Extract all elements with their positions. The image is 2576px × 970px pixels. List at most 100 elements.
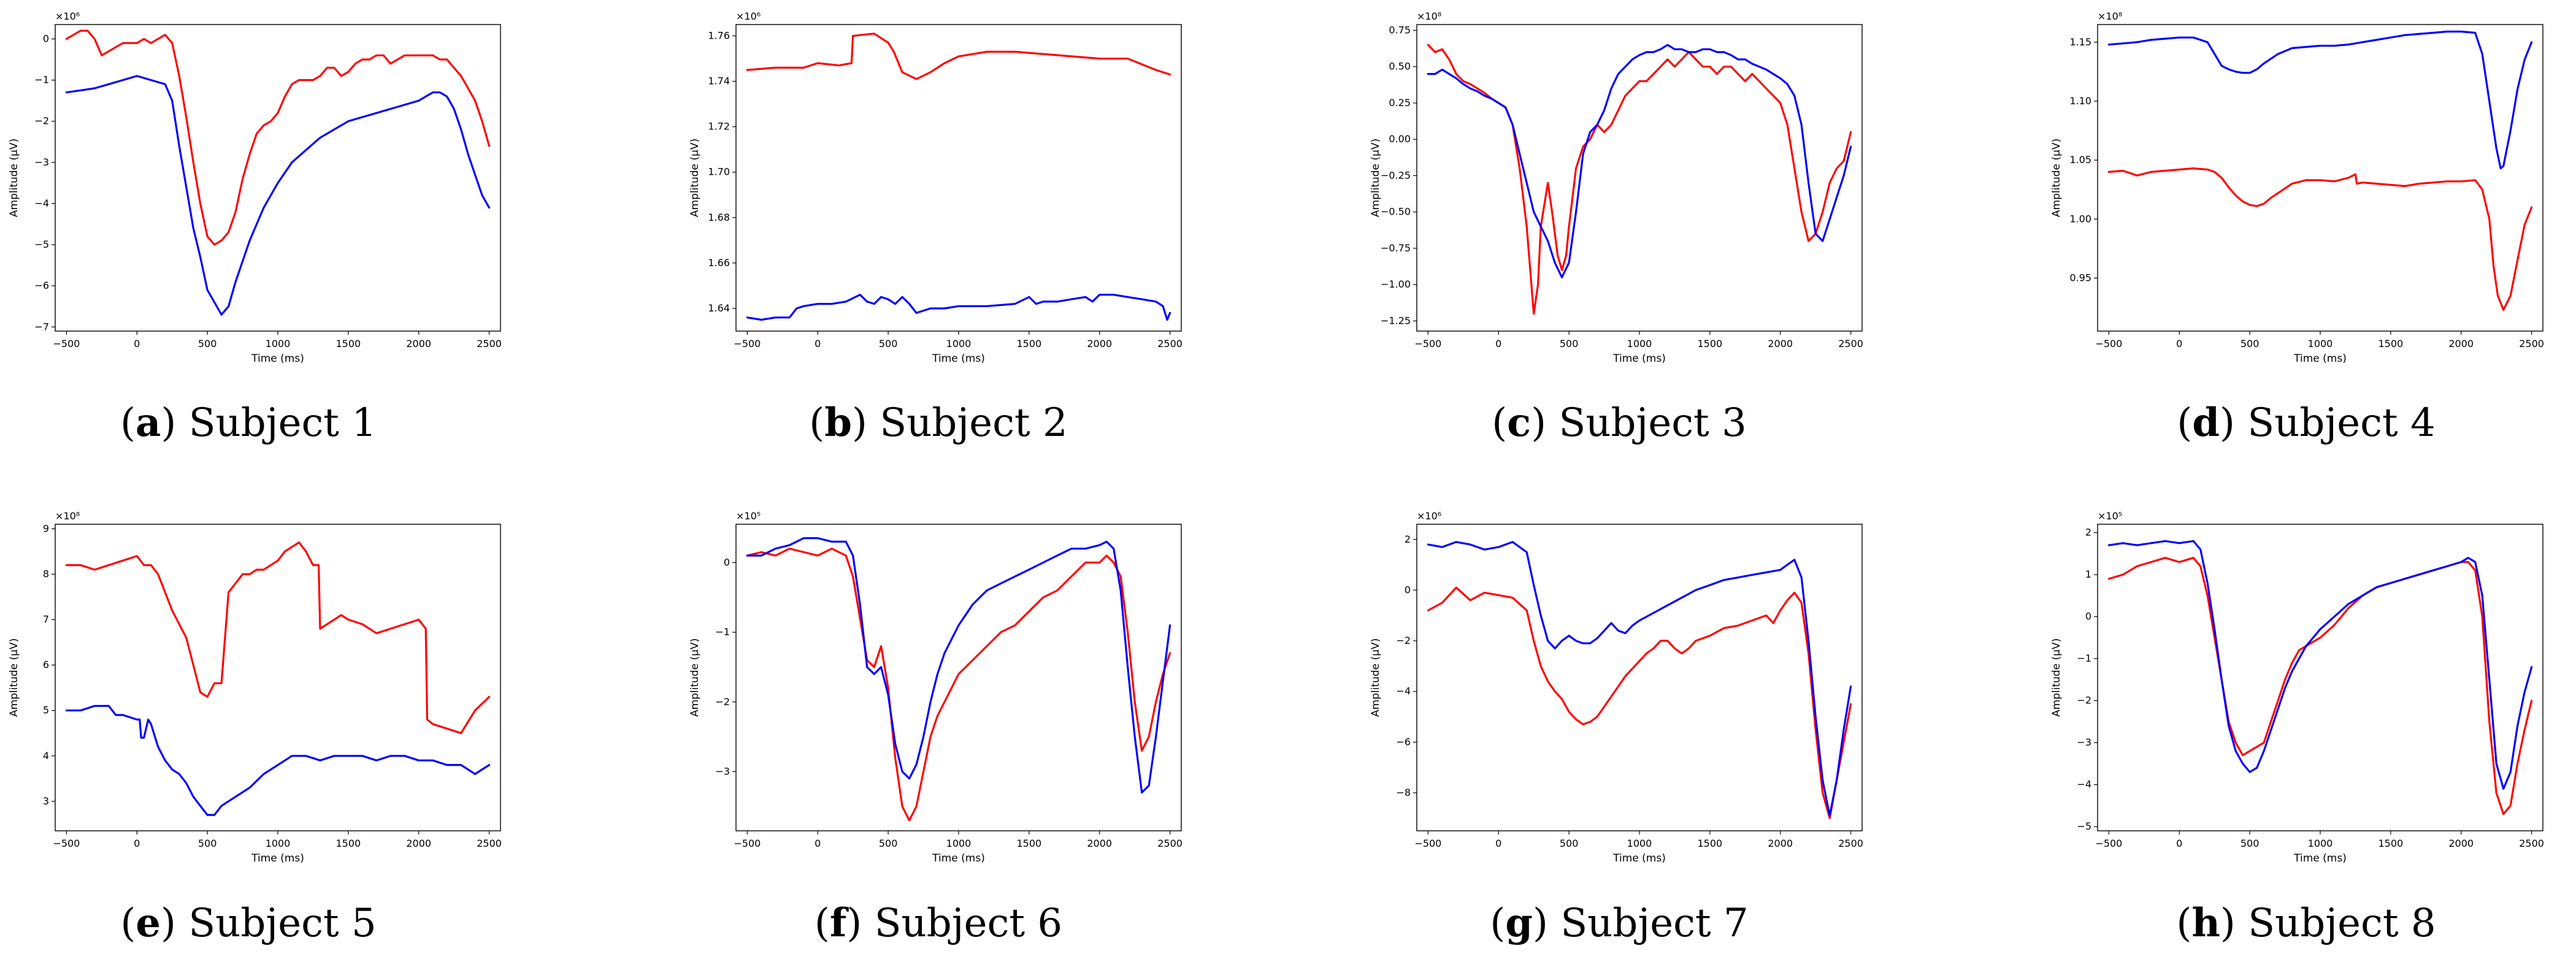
x-tick-label: 2500 [1157,838,1183,849]
x-tick-label: 500 [198,338,217,349]
x-tick-label: −500 [1414,338,1441,349]
x-tick-label: 1000 [1627,338,1652,349]
y-tick-label: 1.05 [2069,154,2091,166]
x-tick-label: 1000 [2308,338,2333,349]
axes-frame [1416,524,1863,831]
y-axis-multiplier: ×10⁶ [55,10,80,22]
y-axis-label: Amplitude (μV) [689,139,701,217]
y-axis-label: Amplitude (μV) [2050,638,2063,717]
x-axis-label: Time (ms) [932,353,985,365]
y-axis-multiplier: ×10⁵ [736,510,761,522]
y-tick-label: 1.15 [2069,36,2091,48]
y-tick-label: 8 [43,568,49,579]
x-tick-label: 0 [2176,838,2182,849]
y-tick-label: −7 [34,321,49,332]
x-axis-label: Time (ms) [1612,353,1666,365]
y-axis-label: Amplitude (μV) [1370,638,1382,717]
series-line-blue [746,537,1171,794]
y-tick-label: 0.00 [1389,133,1411,145]
axes-frame [55,524,501,831]
x-tick-label: 500 [2241,338,2260,349]
y-tick-label: 0 [1405,584,1411,595]
x-tick-label: 2500 [2519,338,2544,349]
caption-letter: f [829,900,847,946]
panel-caption: (c) Subject 3 [1492,400,1747,446]
x-tick-label: 500 [879,338,898,349]
y-tick-label: −1 [715,626,730,638]
x-tick-label: 0 [1495,838,1501,849]
y-tick-label: 0.25 [1389,97,1411,109]
chart-svg-e: −500 0 500 1000 1500 2000 2500 3 4 5 6 7 8 9 ×10⁸ Time … [8,510,502,865]
x-tick-label: −500 [53,838,80,849]
y-tick-label: −3 [34,156,49,168]
y-tick-label: 1.68 [708,212,730,223]
x-axis-label: Time (ms) [1612,852,1666,865]
y-tick-label: −8 [1396,787,1411,798]
series-line-red [65,541,491,735]
chart-svg-h: −500 0 500 1000 1500 2000 2500 −5 −4 −3 −2 −1 0 1 2 ×10… [2050,510,2544,865]
x-tick-label: 2000 [1768,338,1793,349]
chart-svg-d: −500 0 500 1000 1500 2000 2500 0.95 1.00 1.05 1.10… [2050,10,2544,365]
y-tick-label: −3 [2077,736,2091,748]
x-tick-label: 1000 [1627,838,1652,849]
caption-letter: g [1505,900,1533,946]
x-tick-label: 1500 [1017,338,1042,349]
caption-letter: b [824,400,853,446]
y-axis-multiplier: ×10⁵ [2098,510,2122,522]
y-tick-label: 1.66 [708,257,730,269]
y-axis-label: Amplitude (μV) [8,139,20,217]
x-tick-label: 1500 [2379,338,2404,349]
panel-caption: (b) Subject 2 [809,400,1068,446]
y-axis-label: Amplitude (μV) [8,638,20,717]
x-tick-label: 2000 [406,338,431,349]
x-tick-label: −500 [1414,838,1441,849]
x-tick-label: 2000 [1087,838,1112,849]
x-tick-label: 1500 [1017,838,1042,849]
y-tick-label: −5 [34,239,49,250]
caption-text: Subject 4 [2247,400,2436,446]
series-line-red [1427,586,1852,819]
series-line-red [2107,167,2533,311]
y-tick-label: −2 [2077,695,2091,706]
series-line-blue [2107,30,2533,170]
caption-letter: h [2191,900,2220,946]
chart-panel-b: −500 0 500 1000 1500 2000 2500 1.64 1.66 1.68 1.70… [681,0,1200,374]
y-tick-label: 0.95 [2069,272,2091,283]
x-tick-label: −500 [734,838,761,849]
series-line-red [2107,557,2533,815]
y-tick-label: 0 [724,557,730,568]
x-tick-label: 2500 [477,838,502,849]
axes-frame [2097,24,2543,332]
caption-text: Subject 5 [188,901,377,946]
y-tick-label: 1.72 [708,121,730,132]
x-tick-label: 1000 [266,338,291,349]
x-tick-label: −500 [53,338,80,349]
x-tick-label: 1000 [946,338,972,349]
x-tick-label: 1000 [946,838,972,849]
x-tick-label: 0 [134,838,140,849]
x-axis-label: Time (ms) [251,353,304,365]
y-tick-label: 0 [2085,611,2091,622]
y-tick-label: −4 [2077,779,2091,790]
caption-text: Subject 8 [2248,901,2436,946]
series-line-blue [65,75,491,316]
panel-caption: (a) Subject 1 [120,400,377,446]
x-tick-label: 2500 [1157,338,1183,349]
y-axis-multiplier: ×10⁸ [2098,10,2122,22]
chart-panel-g: −500 0 500 1000 1500 2000 2500 −8 −6 −4 −2 0 2 ×10⁶ Ti… [1362,500,1880,874]
x-tick-label: 0 [1495,338,1501,349]
x-tick-label: 1500 [336,838,361,849]
x-axis-label: Time (ms) [2293,852,2347,865]
panel-caption: (d) Subject 4 [2177,400,2436,446]
x-tick-label: 500 [2241,838,2260,849]
y-tick-label: 1.00 [2069,213,2091,224]
series-line-blue [1427,44,1852,278]
y-tick-label: −4 [1396,685,1411,697]
x-tick-label: 0 [2176,338,2182,349]
x-tick-label: −500 [2095,338,2122,349]
caption-text: Subject 1 [188,400,377,446]
y-tick-label: −0.75 [1381,242,1411,254]
axes-frame [735,24,1182,332]
x-axis-label: Time (ms) [932,852,985,865]
x-tick-label: 1500 [2379,838,2404,849]
